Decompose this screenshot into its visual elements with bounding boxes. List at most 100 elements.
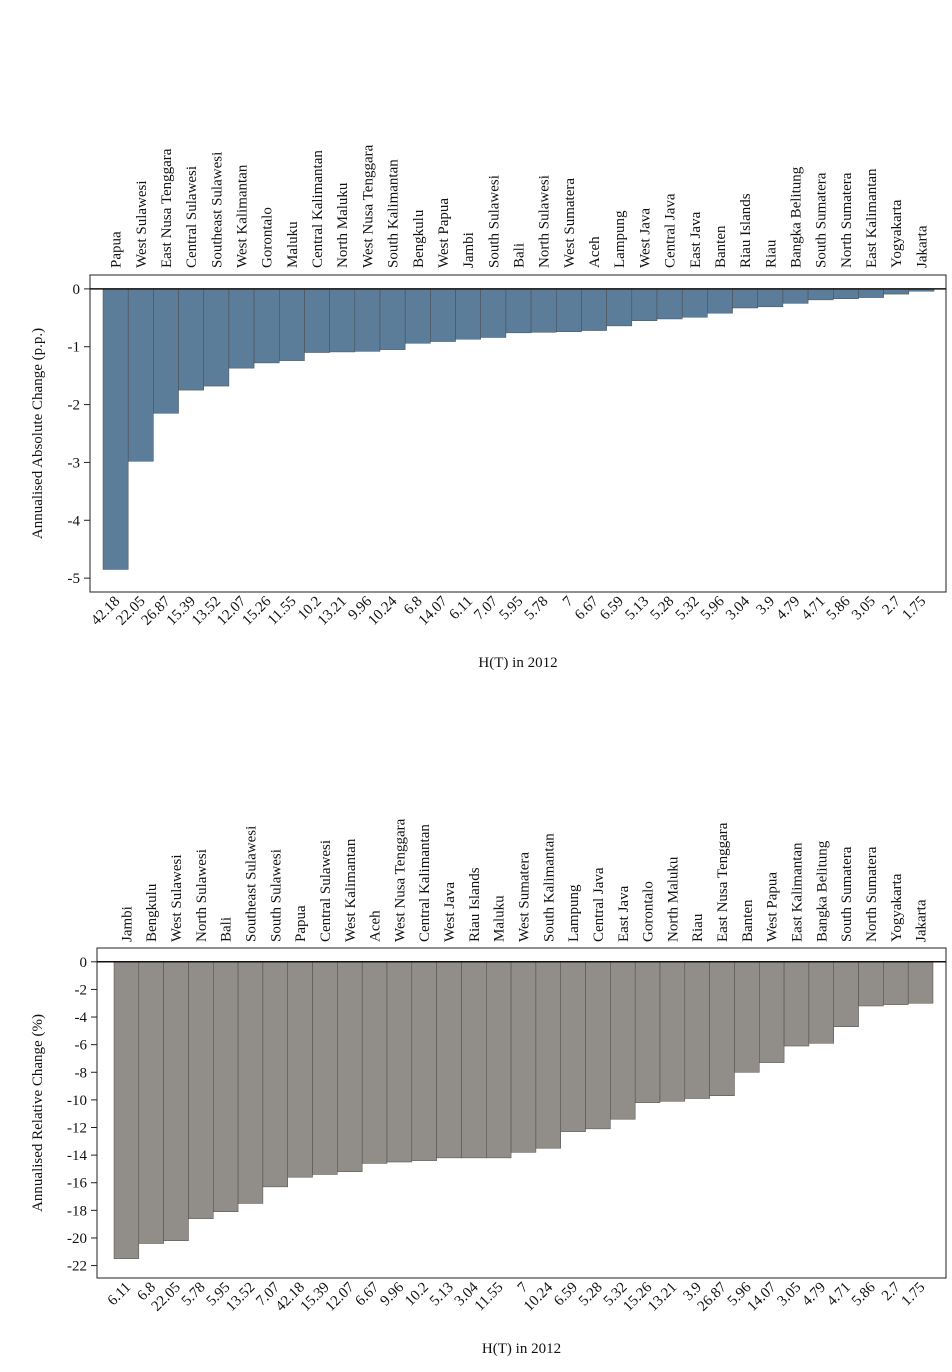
bar: [386, 961, 413, 1163]
bar: [659, 961, 686, 1102]
bottom-label: 5.95: [496, 594, 526, 624]
top-category-label: South Sulawesi: [486, 175, 502, 268]
bar: [279, 288, 305, 361]
bottom-label: 13.21: [315, 594, 350, 629]
top-category-label: Lampung: [566, 884, 582, 942]
top-category-label: North Sulawesi: [194, 849, 210, 942]
bottom-label: 6.67: [353, 1279, 383, 1309]
bottom-label: 4.71: [799, 594, 829, 624]
y-tick-label: -8: [75, 1065, 88, 1081]
top-category-label: North Maluku: [665, 856, 681, 942]
x-axis-title: H(T) in 2012: [478, 655, 557, 671]
top-category-label: East Kalimantan: [864, 168, 880, 268]
bottom-label: 6.59: [551, 1280, 581, 1310]
bar: [113, 961, 140, 1259]
bottom-label: 6.59: [597, 594, 627, 624]
bottom-label: 3.05: [774, 1280, 804, 1310]
top-category-label: Bengkulu: [411, 209, 427, 268]
top-category-label: Bali: [219, 917, 235, 942]
top-category-label: West Java: [442, 882, 458, 942]
bottom-label: 5.78: [179, 1280, 209, 1310]
top-category-label: Jambi: [119, 906, 135, 942]
bar: [581, 288, 607, 331]
bar: [436, 961, 462, 1159]
bottom-label: 11.55: [265, 594, 300, 629]
bar: [510, 961, 537, 1153]
bottom-label: 10.2: [402, 1280, 432, 1310]
bar: [480, 288, 507, 338]
bar: [833, 288, 859, 299]
bar: [237, 961, 264, 1204]
top-category-label: West Sumatera: [517, 852, 533, 942]
y-tick-label: -12: [67, 1120, 87, 1136]
y-axis-title: Annualised Absolute Change (p.p.): [30, 328, 46, 539]
top-category-label: West Java: [637, 208, 653, 268]
top-category-label: West Sulawesi: [134, 180, 150, 268]
top-category-label: South Sulawesi: [268, 849, 284, 942]
top-category-label: Aceh: [368, 910, 384, 942]
bar: [455, 288, 481, 340]
bar: [757, 288, 784, 308]
bar: [379, 288, 406, 350]
bar: [530, 288, 557, 333]
bar: [858, 961, 884, 1007]
plot-frame: [89, 274, 947, 593]
y-axis-title: Annualised Relative Change (%): [30, 1014, 46, 1212]
top-category-label: Central Kalimantan: [417, 824, 433, 942]
top-category-label: Jakarta: [914, 899, 930, 942]
top-category-label: West Papua: [436, 198, 452, 268]
bottom-label: 13.21: [645, 1280, 680, 1315]
top-category-label: Central Sulawesi: [184, 166, 200, 268]
bottom-label: 6.67: [572, 593, 602, 623]
top-category-label: West Kalimantan: [235, 164, 251, 268]
bar: [634, 961, 661, 1103]
bar: [610, 961, 636, 1120]
top-category-label: Banten: [713, 225, 729, 268]
bar: [783, 961, 810, 1047]
bar: [163, 961, 189, 1241]
bar: [606, 288, 633, 327]
top-category-label: Yogyakarta: [889, 873, 905, 942]
top-category-label: South Kalimantan: [541, 833, 557, 942]
bar: [535, 961, 561, 1149]
top-category-label: Central Java: [591, 867, 607, 942]
bottom-label: 1.75: [899, 594, 929, 624]
bottom-label: 3.04: [723, 593, 753, 623]
top-category-label: Riau: [763, 239, 779, 268]
bar: [759, 961, 785, 1063]
bar: [411, 961, 437, 1161]
top-category-label: Bangka Belitung: [814, 840, 830, 942]
bar: [188, 961, 214, 1219]
bar: [631, 288, 658, 321]
y-tick-label: -4: [68, 513, 81, 529]
top-category-label: Jambi: [461, 232, 477, 268]
y-tick-label: -3: [68, 455, 81, 471]
top-category-label: Central Java: [663, 193, 679, 268]
top-category-label: Lampung: [612, 210, 628, 268]
bar: [734, 961, 760, 1073]
top-category-label: Maluku: [492, 895, 508, 942]
y-tick-label: -22: [67, 1259, 87, 1275]
bottom-label: 14.07: [416, 593, 452, 629]
bar: [833, 961, 859, 1027]
y-tick-label: -2: [68, 398, 81, 414]
top-category-label: Bali: [512, 243, 528, 268]
bottom-label: 5.13: [427, 1280, 457, 1310]
bottom-label: 10.24: [365, 593, 401, 629]
bottom-label: 5.13: [622, 594, 652, 624]
bottom-label: 4.71: [824, 1280, 854, 1310]
top-category-label: Riau: [690, 913, 706, 942]
bar: [883, 288, 910, 295]
top-category-label: North Sumatera: [864, 846, 880, 942]
top-category-label: West Nusa Tenggara: [392, 818, 408, 942]
top-category-label: Bengkulu: [144, 883, 160, 942]
bar: [709, 961, 735, 1096]
top-category-label: West Sulawesi: [169, 854, 185, 942]
top-category-label: East Kalimantan: [790, 842, 806, 942]
bar: [430, 288, 456, 342]
bar: [684, 961, 710, 1099]
bottom-label: 5.96: [698, 593, 728, 623]
bar: [329, 288, 356, 353]
bar: [681, 288, 708, 318]
